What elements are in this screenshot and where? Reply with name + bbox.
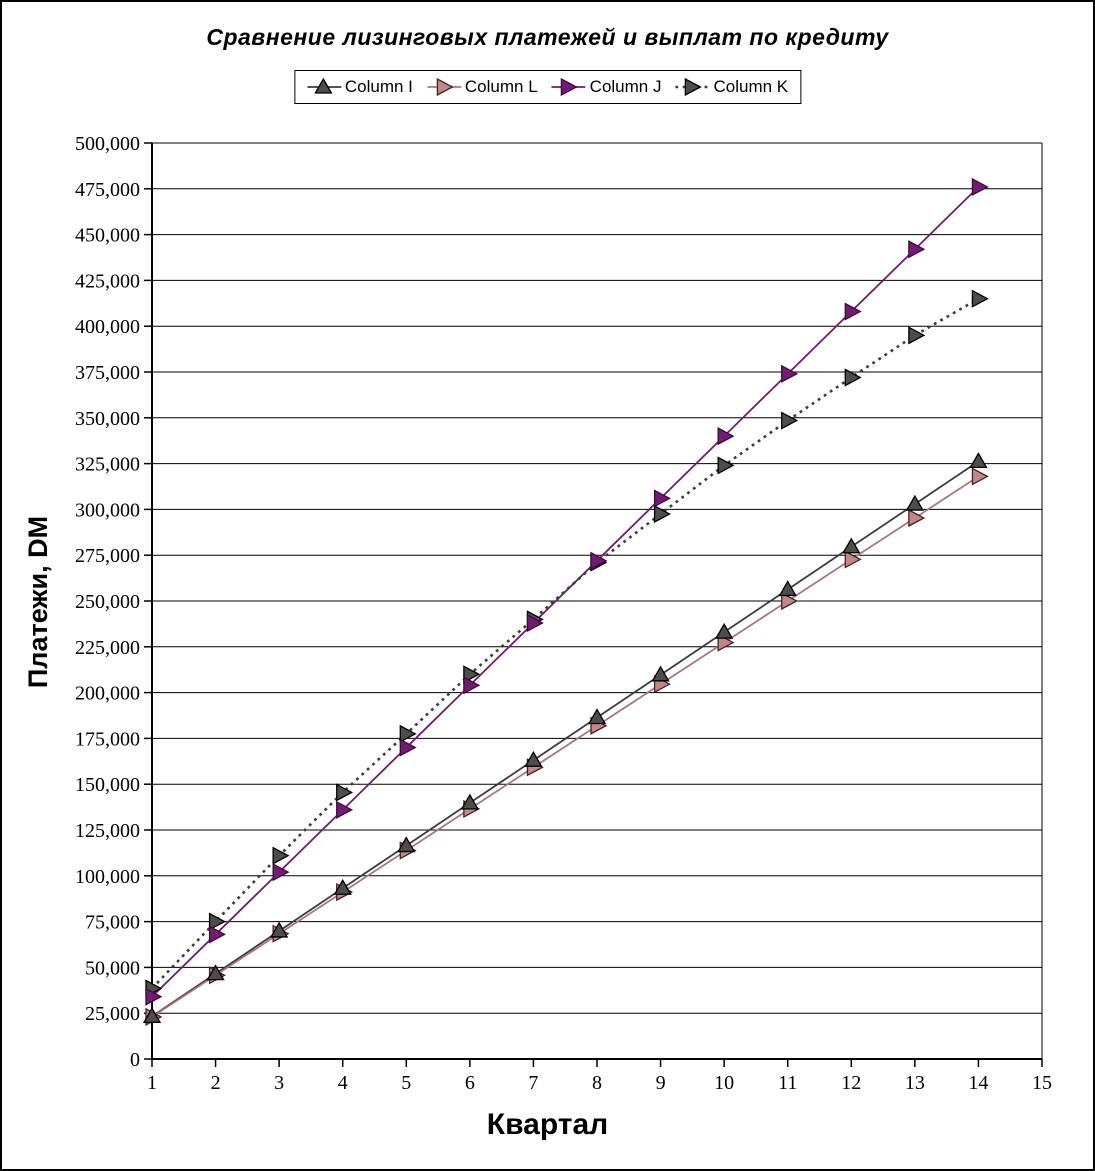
svg-text:275,000: 275,000 bbox=[75, 545, 140, 567]
svg-text:450,000: 450,000 bbox=[75, 225, 140, 247]
svg-text:175,000: 175,000 bbox=[75, 728, 140, 750]
svg-text:475,000: 475,000 bbox=[75, 179, 140, 201]
svg-text:13: 13 bbox=[905, 1072, 925, 1094]
svg-text:500,000: 500,000 bbox=[75, 133, 140, 155]
svg-text:300,000: 300,000 bbox=[75, 499, 140, 521]
legend-item-column-k: Column K bbox=[675, 77, 788, 97]
legend-label: Column J bbox=[589, 77, 662, 96]
svg-text:15: 15 bbox=[1032, 1072, 1052, 1094]
svg-text:4: 4 bbox=[338, 1072, 348, 1094]
svg-text:5: 5 bbox=[401, 1072, 411, 1094]
svg-text:0: 0 bbox=[130, 1049, 140, 1071]
chart-title: Сравнение лизинговых платежей и выплат п… bbox=[206, 24, 889, 50]
legend-item-column-l: Column L bbox=[426, 77, 538, 97]
legend-label: Column I bbox=[344, 77, 413, 96]
svg-text:75,000: 75,000 bbox=[85, 912, 140, 934]
x-axis-title: Квартал bbox=[486, 1108, 609, 1141]
svg-text:11: 11 bbox=[778, 1072, 797, 1094]
svg-text:25,000: 25,000 bbox=[85, 1003, 140, 1025]
svg-text:7: 7 bbox=[528, 1072, 538, 1094]
svg-text:250,000: 250,000 bbox=[75, 591, 140, 613]
legend-label: Column L bbox=[464, 77, 538, 96]
svg-text:9: 9 bbox=[656, 1072, 666, 1094]
svg-text:125,000: 125,000 bbox=[75, 820, 140, 842]
svg-text:14: 14 bbox=[968, 1072, 988, 1094]
svg-text:200,000: 200,000 bbox=[75, 683, 140, 705]
svg-text:50,000: 50,000 bbox=[85, 957, 140, 979]
legend-item-column-j: Column J bbox=[551, 77, 662, 97]
svg-text:8: 8 bbox=[592, 1072, 602, 1094]
svg-text:325,000: 325,000 bbox=[75, 454, 140, 476]
svg-text:425,000: 425,000 bbox=[75, 270, 140, 292]
line-marker-icon bbox=[426, 78, 461, 96]
svg-text:12: 12 bbox=[841, 1072, 861, 1094]
svg-text:6: 6 bbox=[465, 1072, 475, 1094]
legend-label: Column K bbox=[713, 77, 789, 96]
svg-text:225,000: 225,000 bbox=[75, 637, 140, 659]
svg-text:2: 2 bbox=[211, 1072, 221, 1094]
svg-text:1: 1 bbox=[147, 1072, 157, 1094]
svg-text:375,000: 375,000 bbox=[75, 362, 140, 384]
line-marker-icon bbox=[306, 78, 341, 94]
svg-text:400,000: 400,000 bbox=[75, 316, 140, 338]
svg-text:3: 3 bbox=[274, 1072, 284, 1094]
svg-text:150,000: 150,000 bbox=[75, 774, 140, 796]
legend-item-column-i: Column I bbox=[306, 77, 413, 97]
legend: Column I Column L Column J Column K bbox=[293, 70, 802, 104]
line-marker-icon bbox=[551, 78, 586, 96]
line-marker-icon bbox=[675, 78, 710, 96]
svg-text:100,000: 100,000 bbox=[75, 866, 140, 888]
svg-text:350,000: 350,000 bbox=[75, 408, 140, 430]
svg-text:10: 10 bbox=[714, 1072, 734, 1094]
